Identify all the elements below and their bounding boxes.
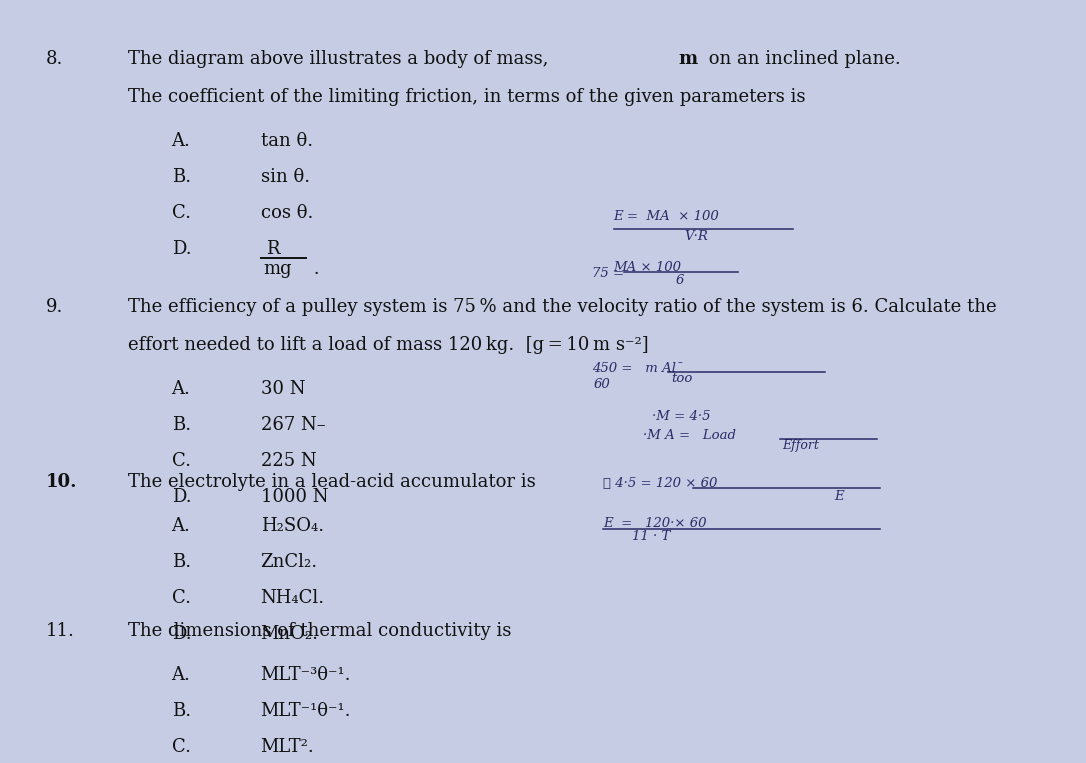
Text: 11.: 11. — [46, 622, 75, 640]
Text: tan θ.: tan θ. — [261, 132, 313, 150]
Text: cos θ.: cos θ. — [261, 204, 313, 222]
Text: Effort: Effort — [782, 439, 819, 452]
Text: 225 N: 225 N — [261, 452, 316, 470]
Text: H₂SO₄.: H₂SO₄. — [261, 517, 324, 536]
Text: .: . — [308, 260, 320, 278]
Text: B.: B. — [172, 416, 191, 434]
Text: B.: B. — [172, 553, 191, 571]
Text: C.: C. — [172, 589, 190, 607]
Text: V·R: V·R — [684, 230, 708, 243]
Text: MLT².: MLT². — [261, 738, 314, 756]
Text: E  =   120·× 60: E = 120·× 60 — [603, 517, 706, 530]
Text: MLT⁻¹θ⁻¹.: MLT⁻¹θ⁻¹. — [261, 702, 351, 720]
Text: NH₄Cl.: NH₄Cl. — [261, 589, 325, 607]
Text: 8.: 8. — [46, 50, 63, 68]
Text: C.: C. — [172, 738, 190, 756]
Text: 6: 6 — [675, 274, 684, 287]
Text: 10.: 10. — [46, 473, 77, 491]
Text: mg: mg — [263, 260, 291, 278]
Text: B.: B. — [172, 702, 191, 720]
Text: The coefficient of the limiting friction, in terms of the given parameters is: The coefficient of the limiting friction… — [128, 88, 806, 106]
Text: D.: D. — [172, 240, 191, 258]
Text: MLT⁻³θ⁻¹.: MLT⁻³θ⁻¹. — [261, 666, 351, 684]
Text: D.: D. — [172, 488, 191, 506]
Text: 60: 60 — [594, 378, 610, 391]
Text: The electrolyte in a lead-acid accumulator is: The electrolyte in a lead-acid accumulat… — [128, 473, 535, 491]
Text: ZnCl₂.: ZnCl₂. — [261, 553, 318, 571]
Text: 267 N–: 267 N– — [261, 416, 326, 434]
Text: on an inclined plane.: on an inclined plane. — [703, 50, 900, 68]
Text: 450 =   m Al¯: 450 = m Al¯ — [592, 362, 682, 375]
Text: too: too — [671, 372, 693, 385]
Text: 1000 N: 1000 N — [261, 488, 328, 506]
Text: MnO₂.: MnO₂. — [261, 625, 318, 643]
Text: ·M = 4·5: ·M = 4·5 — [652, 410, 710, 423]
Text: The efficiency of a pulley system is 75 % and the velocity ratio of the system i: The efficiency of a pulley system is 75 … — [128, 298, 997, 316]
Text: E =  MA  × 100: E = MA × 100 — [614, 210, 719, 223]
Text: A.: A. — [172, 666, 190, 684]
Text: C.: C. — [172, 452, 190, 470]
Text: 11 · T: 11 · T — [632, 530, 670, 542]
Text: ·M A =   Load: ·M A = Load — [643, 429, 736, 442]
Text: 30 N: 30 N — [261, 380, 305, 398]
Text: A.: A. — [172, 517, 190, 536]
Text: ∴ 4·5 = 120 × 60: ∴ 4·5 = 120 × 60 — [603, 477, 717, 490]
Text: R: R — [266, 240, 279, 258]
Text: The dimensions of thermal conductivity is: The dimensions of thermal conductivity i… — [128, 622, 512, 640]
Text: A.: A. — [172, 132, 190, 150]
Text: m: m — [678, 50, 697, 68]
Text: D.: D. — [172, 625, 191, 643]
Text: A.: A. — [172, 380, 190, 398]
Text: C.: C. — [172, 204, 190, 222]
Text: B.: B. — [172, 168, 191, 186]
Text: MA × 100: MA × 100 — [614, 261, 682, 274]
Text: The diagram above illustrates a body of mass,: The diagram above illustrates a body of … — [128, 50, 554, 68]
Text: effort needed to lift a load of mass 120 kg.  [g = 10 m s⁻²]: effort needed to lift a load of mass 120… — [128, 336, 648, 354]
Text: 9.: 9. — [46, 298, 63, 316]
Text: E: E — [834, 490, 844, 503]
Text: sin θ.: sin θ. — [261, 168, 310, 186]
Text: 75 =: 75 = — [592, 267, 624, 280]
